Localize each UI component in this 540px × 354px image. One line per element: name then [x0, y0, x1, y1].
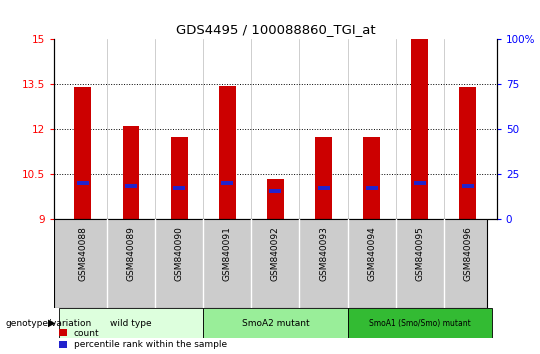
- Bar: [171, 137, 187, 219]
- Bar: [221, 181, 233, 185]
- Bar: [411, 39, 428, 219]
- Text: wild type: wild type: [110, 319, 152, 327]
- Text: GSM840095: GSM840095: [415, 227, 424, 281]
- Bar: [318, 186, 329, 190]
- Bar: [460, 87, 476, 219]
- Bar: [363, 137, 380, 219]
- Text: GSM840096: GSM840096: [463, 227, 472, 281]
- Text: ▶: ▶: [48, 318, 55, 328]
- Bar: [219, 86, 235, 219]
- Bar: [267, 179, 284, 219]
- Text: GSM840093: GSM840093: [319, 227, 328, 281]
- Bar: [315, 137, 332, 219]
- Text: genotype/variation: genotype/variation: [5, 319, 92, 327]
- Text: GSM840090: GSM840090: [174, 227, 184, 281]
- Bar: [173, 186, 185, 190]
- Bar: [77, 181, 89, 185]
- Bar: [203, 308, 348, 338]
- Text: SmoA1 (Smo/Smo) mutant: SmoA1 (Smo/Smo) mutant: [369, 319, 471, 327]
- Bar: [59, 308, 203, 338]
- Legend: count, percentile rank within the sample: count, percentile rank within the sample: [58, 329, 227, 349]
- Bar: [75, 87, 91, 219]
- Text: SmoA2 mutant: SmoA2 mutant: [241, 319, 309, 327]
- Bar: [123, 126, 139, 219]
- Title: GDS4495 / 100088860_TGI_at: GDS4495 / 100088860_TGI_at: [176, 23, 375, 36]
- Text: GSM840094: GSM840094: [367, 227, 376, 281]
- Text: GSM840089: GSM840089: [126, 227, 136, 281]
- Bar: [348, 308, 492, 338]
- Text: GSM840092: GSM840092: [271, 227, 280, 281]
- Bar: [462, 184, 474, 188]
- Bar: [269, 189, 281, 193]
- Bar: [366, 186, 377, 190]
- Text: GSM840091: GSM840091: [223, 227, 232, 281]
- Text: GSM840088: GSM840088: [78, 227, 87, 281]
- Bar: [125, 184, 137, 188]
- Bar: [414, 181, 426, 185]
